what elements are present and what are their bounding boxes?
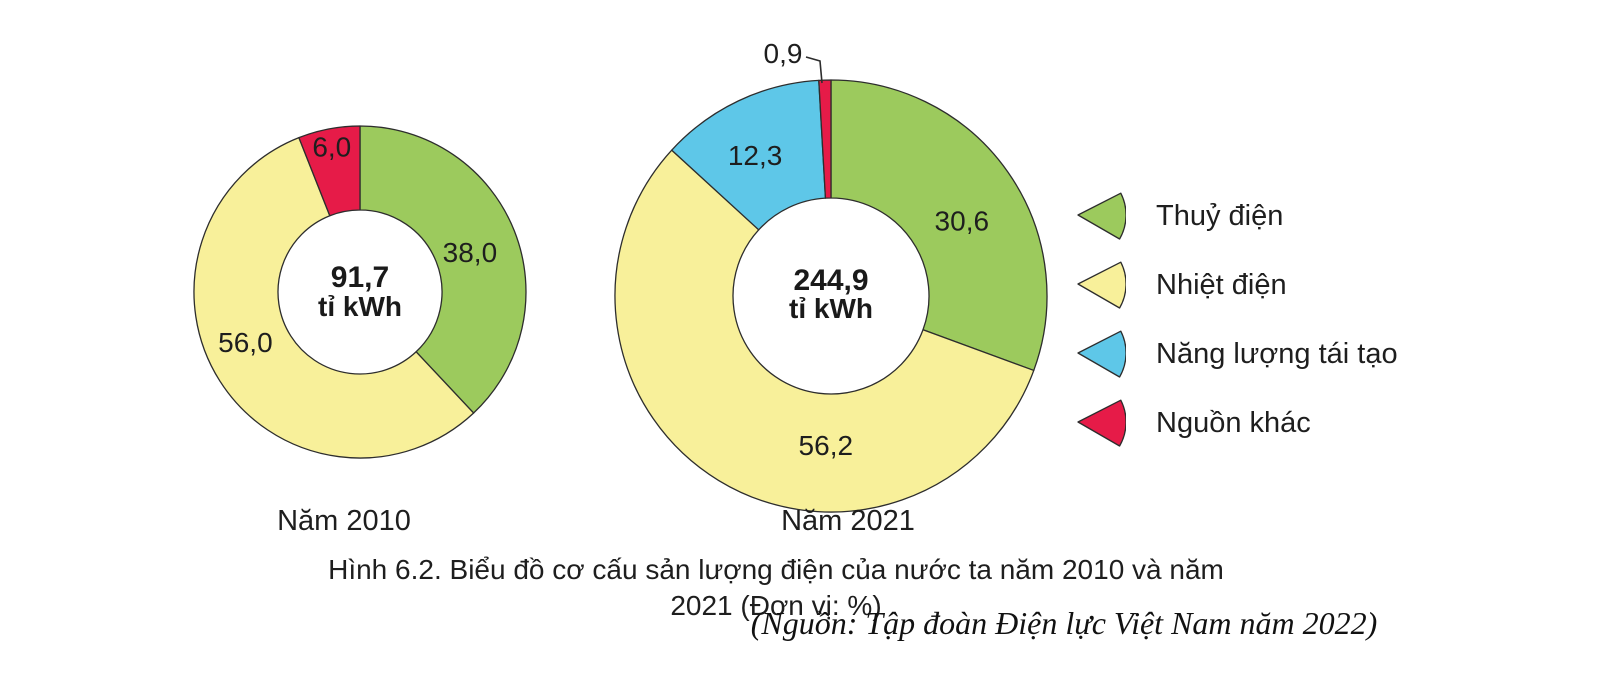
wedge-swatch-icon <box>1077 330 1126 378</box>
slice-value-label: 30,6 <box>935 206 990 237</box>
legend-label-nang-luong-tai-tao: Năng lượng tái tạo <box>1156 337 1398 370</box>
center-total-2010: 91,7 <box>331 261 389 294</box>
donut-slice-1 <box>193 137 475 459</box>
wedge-swatch-icon <box>1077 192 1126 240</box>
slice-value-label: 38,0 <box>443 237 498 268</box>
figure-caption: Hình 6.2. Biểu đồ cơ cấu sản lượng điện … <box>328 554 1224 621</box>
legend-item-thuy-dien: Thuỷ điện <box>1076 190 1398 242</box>
wedge-shape <box>1077 330 1126 378</box>
slice-value-label: 0,9 <box>764 38 803 69</box>
donut-slice-2 <box>298 125 361 217</box>
legend: Thuỷ điện Nhiệt điện Năng lượng tái tạo … <box>1076 190 1398 466</box>
legend-item-nang-luong-tai-tao: Năng lượng tái tạo <box>1076 328 1398 380</box>
wedge-shape <box>1077 261 1126 309</box>
legend-label-thuy-dien: Thuỷ điện <box>1156 199 1284 232</box>
figure-source: (Nguồn: Tập đoàn Điện lực Việt Nam năm 2… <box>750 605 1378 641</box>
center-unit-2021: tỉ kWh <box>789 293 873 324</box>
legend-label-nhiet-dien: Nhiệt điện <box>1156 268 1287 301</box>
wedge-shape <box>1077 192 1126 240</box>
center-total-2021: 244,9 <box>793 264 868 297</box>
wedge-swatch-icon <box>1077 399 1126 447</box>
legend-item-nhiet-dien: Nhiệt điện <box>1076 259 1398 311</box>
donut-chart-2021: 30,6 56,2 12,3 0,9 <box>614 38 1048 513</box>
legend-item-nguon-khac: Nguồn khác <box>1076 397 1398 449</box>
leader-line <box>805 56 823 84</box>
chart-title-2010: Năm 2010 <box>277 505 411 537</box>
slice-value-label: 56,2 <box>799 430 854 461</box>
slice-value-label: 6,0 <box>312 132 351 163</box>
center-unit-2010: tỉ kWh <box>318 291 402 322</box>
donut-slice-3 <box>818 79 832 199</box>
legend-label-nguon-khac: Nguồn khác <box>1156 406 1311 439</box>
wedge-swatch-icon <box>1077 261 1126 309</box>
slice-value-label: 12,3 <box>728 140 783 171</box>
donut-chart-2010: 38,0 56,0 6,0 <box>193 125 527 459</box>
wedge-shape <box>1077 399 1126 447</box>
donut-slice-0 <box>359 125 527 414</box>
slice-value-label: 56,0 <box>218 327 273 358</box>
donut-slice-1 <box>614 149 1035 513</box>
donut-slice-0 <box>830 79 1048 372</box>
chart-title-2021: Năm 2021 <box>781 505 915 537</box>
